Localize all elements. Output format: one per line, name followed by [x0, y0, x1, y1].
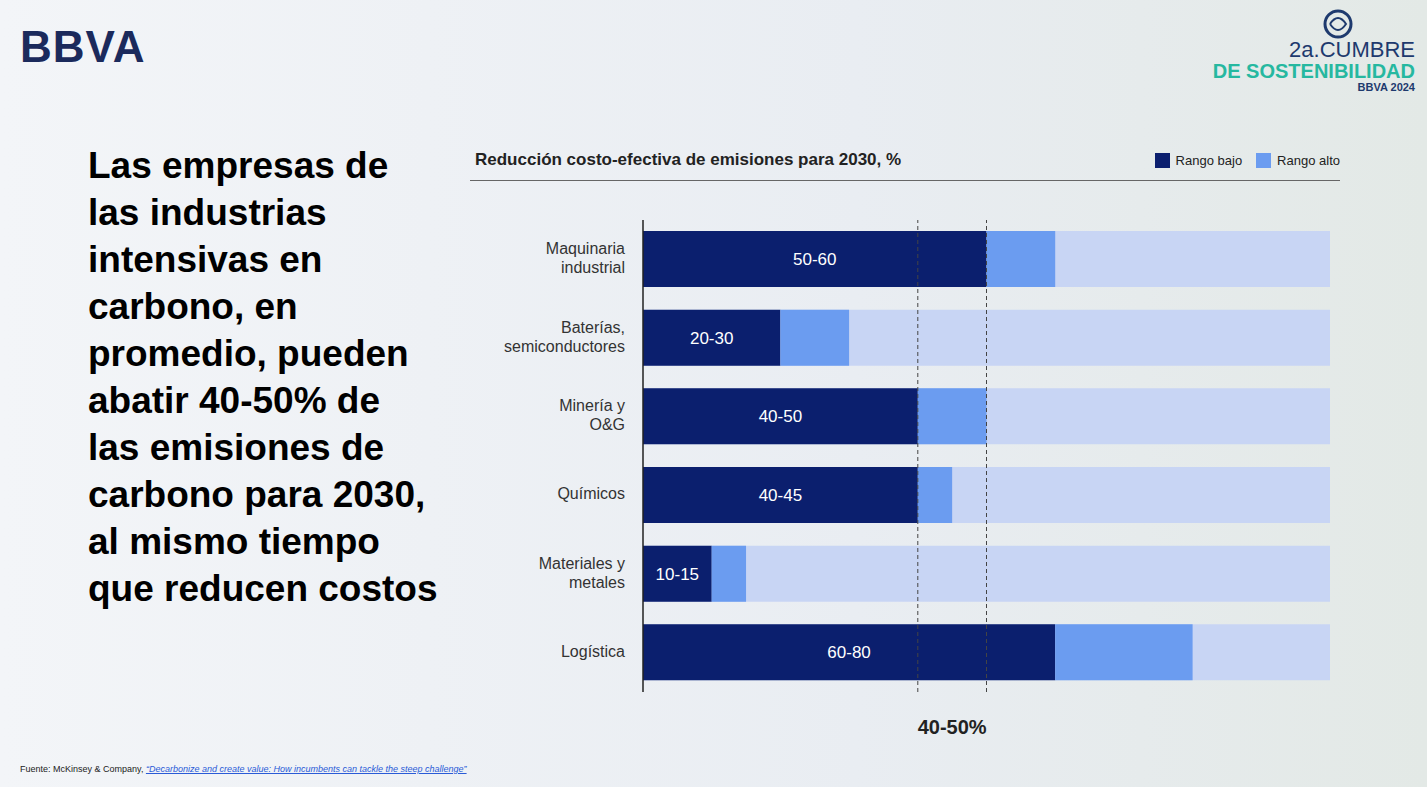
html-text:Las empresas de las industrias: Las empresas de las industrias intensiva… [88, 145, 438, 609]
svg-text:Logística: Logística [561, 643, 625, 660]
svg-text:50-60: 50-60 [793, 250, 836, 269]
svg-text:20-30: 20-30 [690, 329, 733, 348]
html-text:Rango alto: Rango alto [1277, 153, 1340, 168]
svg-text:60-80: 60-80 [827, 643, 870, 662]
html-text:BBVA: BBVA [20, 22, 146, 71]
html-text:BBVA 2024: BBVA 2024 [1357, 81, 1415, 94]
svg-text:Químicos: Químicos [557, 486, 625, 503]
html-text:2a.CUMBRE: 2a.CUMBRE [1289, 37, 1415, 62]
html-text:Rango bajo: Rango bajo [1175, 153, 1243, 168]
html-text:Fuente: McKinsey & Company, “D: Fuente: McKinsey & Company, “Decarbonize… [20, 764, 467, 774]
html-text:Reducción costo-efectiva de em: Reducción costo-efectiva de emisiones pa… [475, 150, 902, 169]
html-text:DE SOSTENIBILIDAD: DE SOSTENIBILIDAD [1212, 60, 1415, 83]
svg-text:10-15: 10-15 [656, 565, 699, 584]
svg-text:Minería yO&G: Minería yO&G [559, 397, 625, 433]
svg-text:40-50: 40-50 [759, 407, 802, 426]
svg-text:Baterías,semiconductores: Baterías,semiconductores [504, 319, 625, 355]
svg-text:Materiales ymetales: Materiales ymetales [539, 555, 625, 591]
svg-text:40-45: 40-45 [759, 486, 802, 505]
svg-text:40-50%: 40-50% [918, 716, 987, 738]
svg-text:Maquinariaindustrial: Maquinariaindustrial [546, 240, 625, 276]
